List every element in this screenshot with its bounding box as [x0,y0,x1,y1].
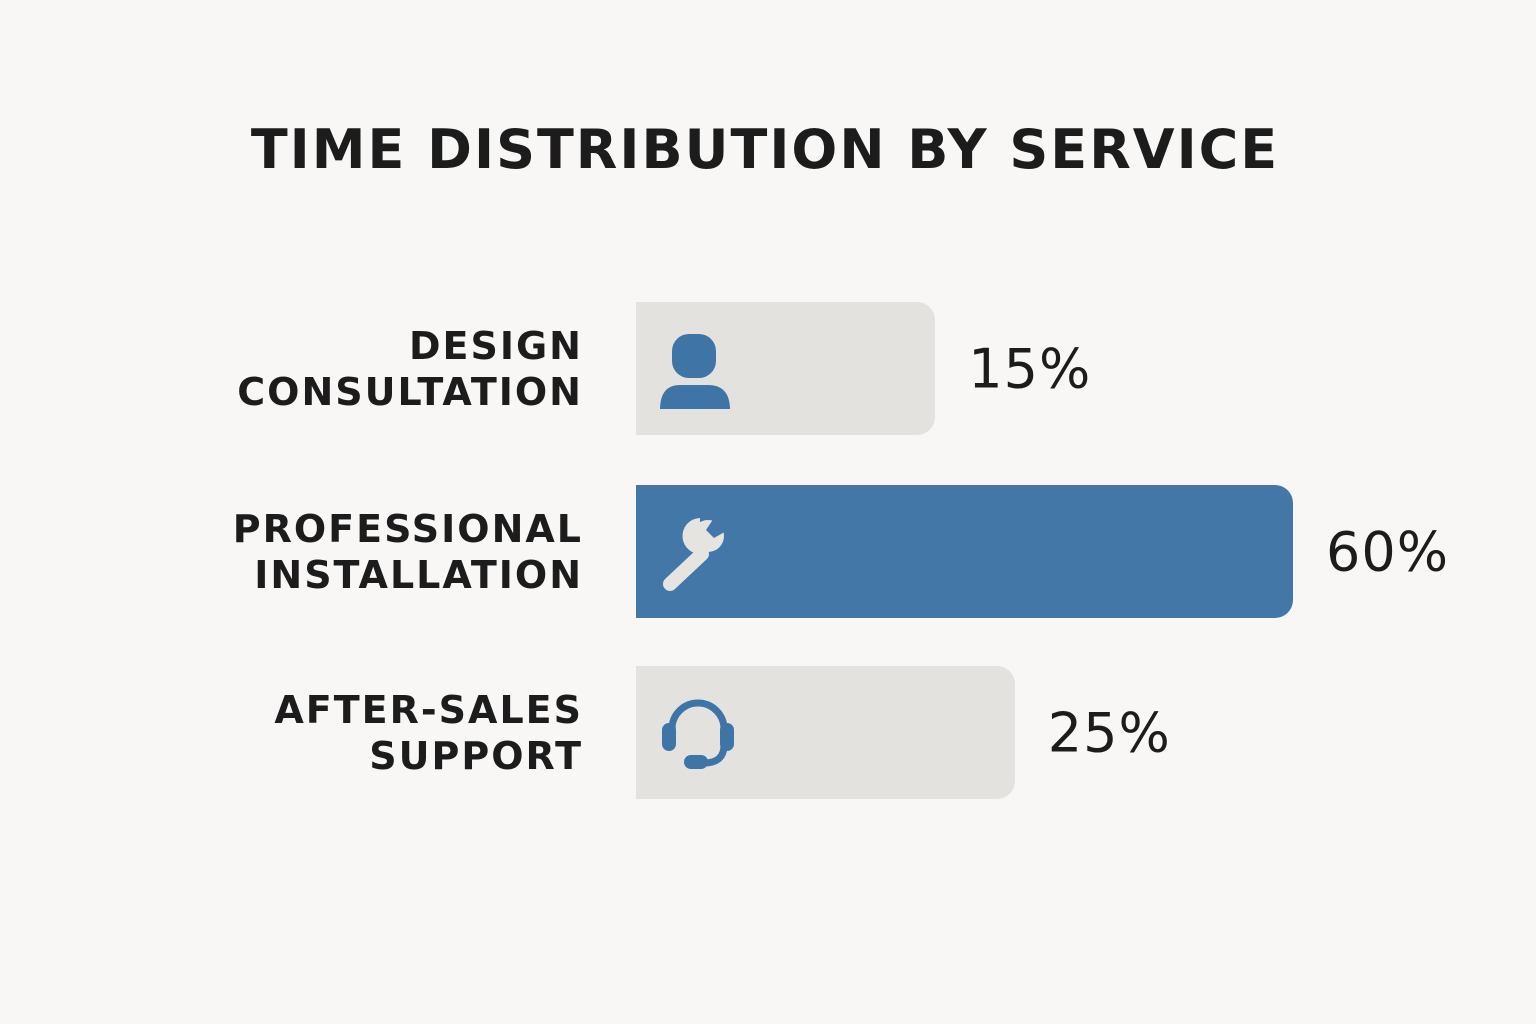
chart-title: TIME DISTRIBUTION BY SERVICE [250,118,1280,181]
bar [636,666,1015,799]
category-label-line1: PROFESSIONAL [232,507,583,551]
category-label: PROFESSIONAL INSTALLATION [233,506,583,598]
wrench-icon [658,512,738,592]
value-label: 15% [968,337,1092,401]
person-icon [658,329,738,410]
headset-icon [658,693,738,773]
bar [636,302,936,435]
category-label-line1: AFTER-SALES [274,688,583,732]
category-label-line2: SUPPORT [369,734,583,778]
category-label: DESIGN CONSULTATION [237,323,583,415]
bar-row: AFTER-SALES SUPPORT 25% [0,666,1536,800]
bar [636,485,1293,618]
bar-row: DESIGN CONSULTATION 15% [0,302,1536,436]
category-label-line2: CONSULTATION [237,370,583,414]
category-label-line1: DESIGN [408,324,583,368]
value-label: 60% [1326,520,1450,584]
category-label: AFTER-SALES SUPPORT [274,687,583,779]
value-label: 25% [1047,701,1171,765]
category-label-line2: INSTALLATION [254,553,583,597]
bar-row: PROFESSIONAL INSTALLATION 60% [0,485,1536,619]
